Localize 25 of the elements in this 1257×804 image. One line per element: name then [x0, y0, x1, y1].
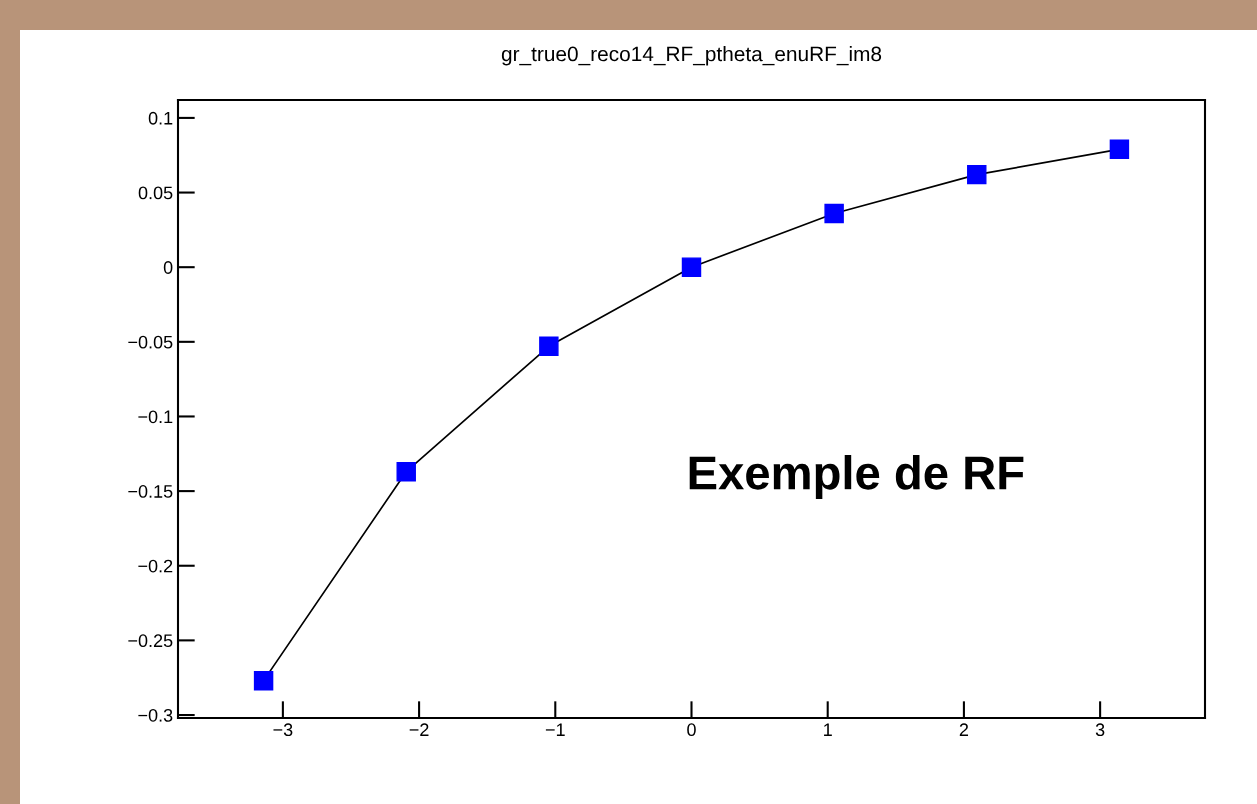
y-tick-label: −0.05 [128, 335, 173, 349]
y-tick-label: −0.1 [138, 410, 173, 424]
x-tick-label: 0 [687, 723, 696, 737]
point [539, 336, 559, 357]
y-tick-label: 0.05 [138, 186, 173, 200]
point [396, 461, 416, 482]
y-tick-label: 0.1 [148, 111, 173, 125]
point [253, 670, 274, 691]
y-tick-label: 0 [163, 261, 173, 274]
x-tick-label: −2 [409, 723, 429, 736]
point [681, 257, 702, 277]
y-tick-label: −0.25 [128, 634, 173, 648]
annotation: Exemple de RF [689, 454, 1024, 499]
x-tick-label: 1 [824, 723, 832, 736]
y-tick-label: −0.15 [128, 485, 173, 498]
x-tick-label: 2 [959, 723, 969, 736]
point [824, 203, 844, 224]
y-tick-label: −0.3 [138, 708, 173, 722]
x-tick-label: −1 [545, 723, 565, 736]
x-tick-label: 3 [1095, 723, 1105, 737]
point [1109, 139, 1130, 159]
chart-title: gr_true0_reco14_RF_ptheta_enuRF_im8 [501, 46, 882, 66]
y-tick-label: −0.2 [138, 559, 173, 573]
point [967, 164, 987, 185]
x-tick-label: −3 [273, 723, 293, 737]
